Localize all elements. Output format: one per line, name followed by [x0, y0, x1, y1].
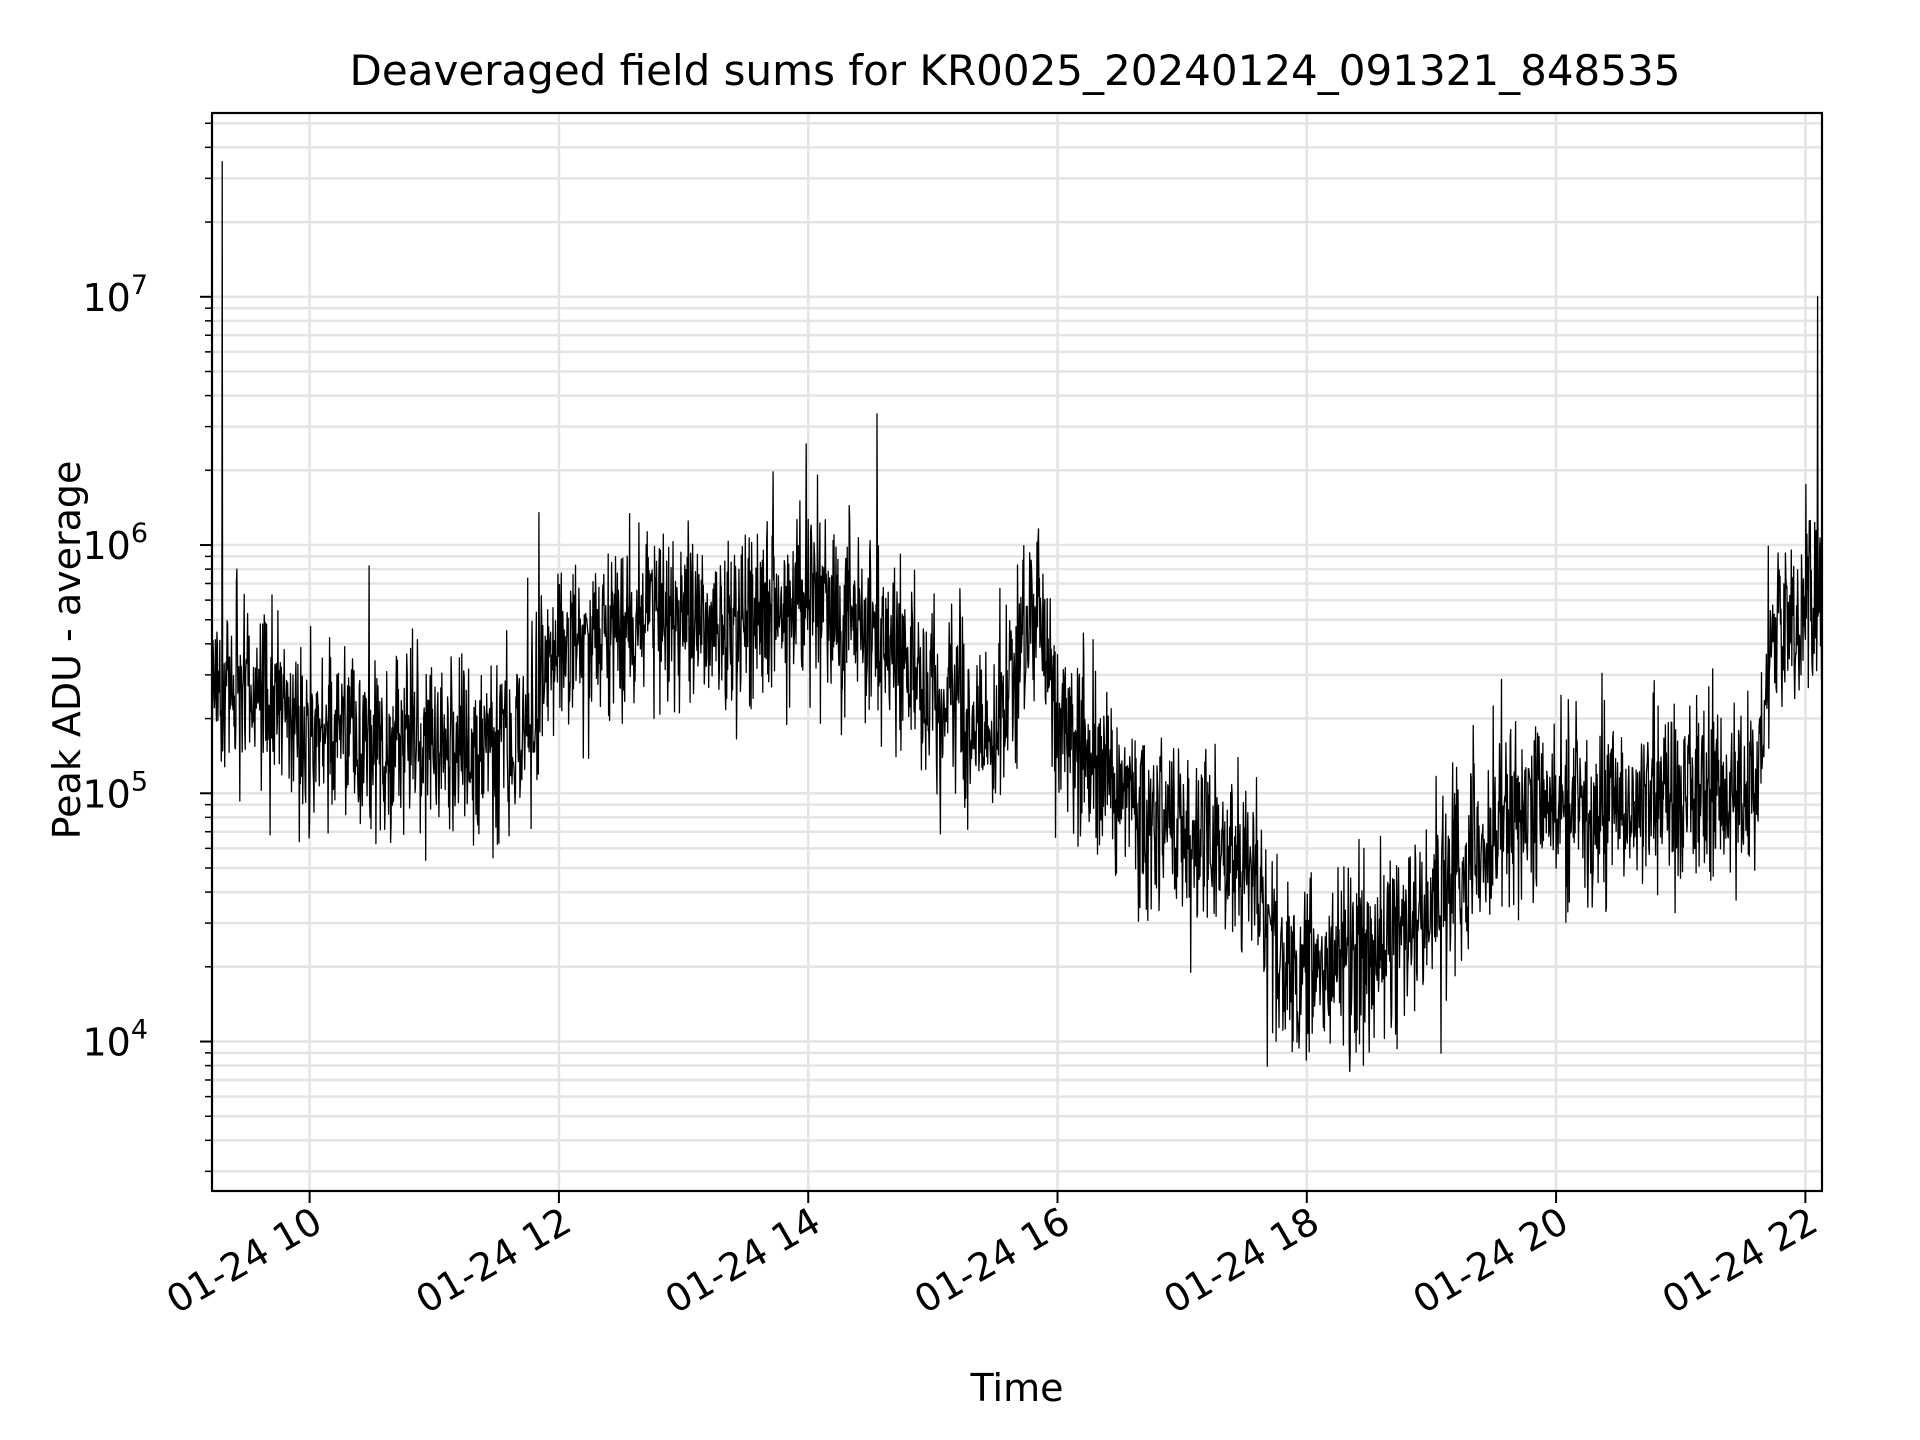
- plot-frame: [210, 111, 1824, 1193]
- y-tick-label: 106: [82, 518, 148, 568]
- data-line: [211, 161, 1823, 1073]
- y-tick-exponent: 5: [131, 766, 148, 797]
- series-line: [211, 161, 1823, 1073]
- y-tick-base: 10: [82, 524, 130, 568]
- y-tick-exponent: 6: [131, 518, 148, 549]
- y-tick-base: 10: [82, 772, 130, 816]
- y-tick-base: 10: [82, 1021, 130, 1065]
- y-axis-label: Peak ADU - average: [45, 461, 89, 840]
- y-tick-exponent: 4: [131, 1015, 148, 1046]
- y-tick-label: 105: [82, 766, 148, 816]
- chart-title: Deaveraged field sums for KR0025_2024012…: [350, 46, 1681, 95]
- y-tick-base: 10: [82, 276, 130, 320]
- y-tick-label: 107: [82, 270, 148, 320]
- x-axis-label: Time: [970, 1366, 1064, 1410]
- y-tick-exponent: 7: [131, 270, 148, 301]
- y-tick-label: 104: [82, 1015, 148, 1065]
